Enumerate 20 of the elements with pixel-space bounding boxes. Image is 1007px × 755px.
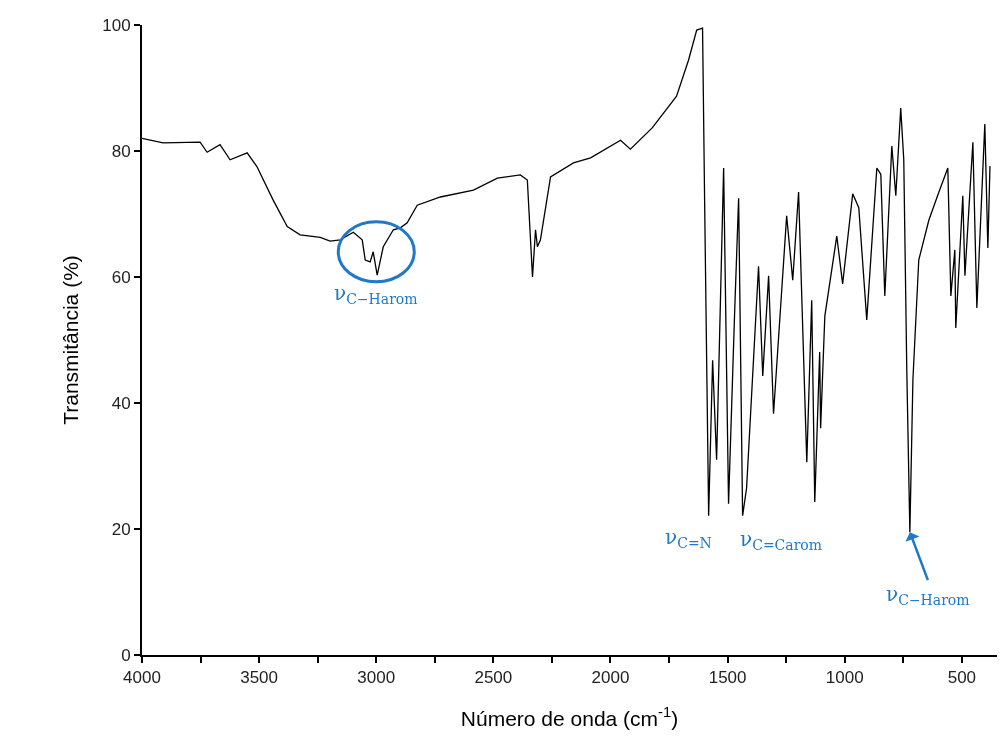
x-tick-label: 1500 [708,668,747,688]
y-tick-label: 60 [111,267,131,287]
y-tick-label: 40 [111,393,131,413]
y-tick-label: 100 [102,15,131,35]
y-tick-label: 0 [121,645,131,665]
x-tick-label: 500 [947,668,977,688]
x-tick-label: 2000 [591,668,630,688]
x-tick-label: 3500 [240,668,279,688]
y-tick-label: 20 [111,519,131,539]
x-tick-label: 3000 [357,668,396,688]
y-tick-label: 80 [111,141,131,161]
x-tick-label: 4000 [123,668,161,688]
annotation: ν$_{C=Carom}$ [740,527,823,554]
y-axis-title: Transmitância (%) [58,255,82,425]
x-axis-title: Número de onda (cm$^{-1}$) [460,704,679,731]
annotation: ν$_{C−Harom}$ [334,281,418,308]
annotation: ν$_{C=N}$ [665,525,712,552]
x-tick-label: 2500 [474,668,513,688]
x-tick-label: 1000 [825,668,864,688]
annotation: ν$_{C−Harom}$ [886,582,970,609]
